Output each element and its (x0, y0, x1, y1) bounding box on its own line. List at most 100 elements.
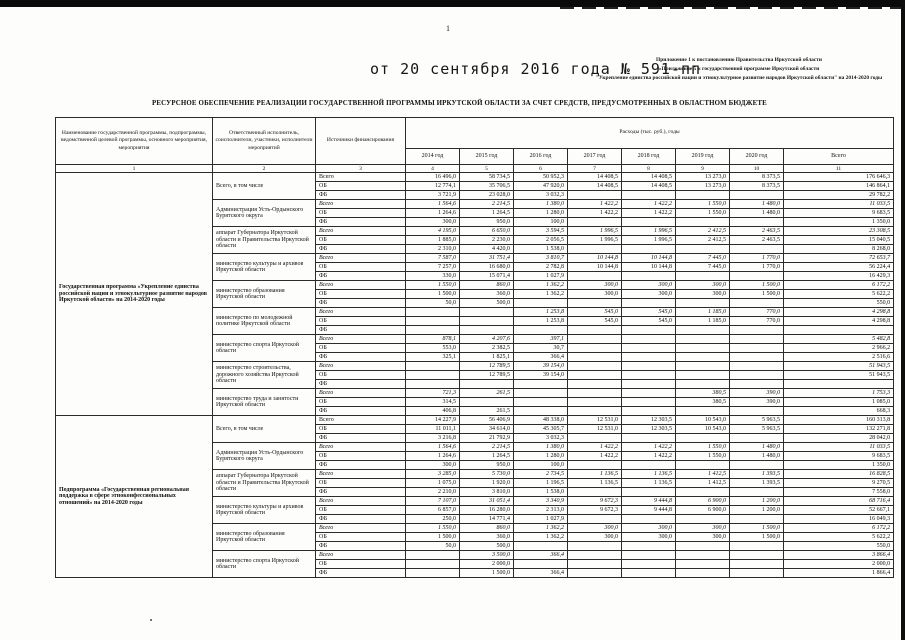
header-executor: Ответственный исполнитель, соисполнители… (212, 117, 316, 165)
value-cell: 3 721,9 (405, 190, 460, 200)
value-cell: 1 350,0 (782, 460, 895, 470)
col-number: 2 (212, 164, 316, 173)
value-cell (729, 190, 784, 200)
value-cell: 860,0 (459, 280, 514, 290)
table-row: ФБ 2 210,0 3 810,0 1 538,0 7 558,0 (56, 487, 895, 497)
executor-cell: Всего, в том числе (212, 172, 316, 200)
value-cell: 1 085,0 (782, 397, 895, 407)
value-cell: 1 280,0 (513, 208, 568, 218)
value-cell (405, 550, 460, 560)
value-cell: 300,0 (675, 532, 730, 542)
value-cell (513, 406, 568, 416)
value-cell: 1 393,5 (729, 478, 784, 488)
value-cell: 50,0 (405, 298, 460, 308)
source-cell: ОБ (315, 289, 406, 299)
table-row: ОБ 7 257,0 16 680,0 2 782,8 10 144,8 10 144,8… (56, 262, 895, 272)
value-cell: 1 136,5 (621, 478, 676, 488)
value-cell (567, 433, 622, 443)
value-cell (567, 343, 622, 353)
value-cell (459, 316, 514, 326)
executor-cell: Всего, в том числе (212, 415, 316, 443)
value-cell: 1 136,5 (567, 478, 622, 488)
value-cell: 9 672,3 (567, 505, 622, 515)
value-cell (459, 397, 514, 407)
value-cell: 1 500,0 (729, 532, 784, 542)
value-cell: 1 770,0 (729, 262, 784, 272)
value-cell (621, 217, 676, 227)
value-cell (675, 541, 730, 551)
value-cell: 8 373,5 (729, 181, 784, 191)
col-number: 5 (459, 164, 514, 173)
value-cell: 1 264,5 (459, 208, 514, 218)
value-cell: 500,0 (459, 298, 514, 308)
value-cell: 2 412,5 (675, 235, 730, 245)
source-cell: Всего (315, 415, 406, 425)
value-cell: 545,0 (621, 316, 676, 326)
source-cell: ФБ (315, 217, 406, 227)
value-cell: 1 280,0 (513, 451, 568, 461)
source-cell: Всего (315, 442, 406, 452)
value-cell: 1 996,5 (621, 235, 676, 245)
col-number: 4 (405, 164, 460, 173)
source-cell: ОБ (315, 505, 406, 515)
value-cell: 4 207,6 (459, 334, 514, 344)
value-cell: 3 810,7 (513, 253, 568, 263)
value-cell: 390,0 (729, 397, 784, 407)
value-cell: 1 825,1 (459, 352, 514, 362)
program-cell: Государственная программа «Укрепление ед… (55, 172, 213, 416)
value-cell: 21 792,9 (459, 433, 514, 443)
value-cell (405, 307, 460, 317)
value-cell: 721,3 (405, 388, 460, 398)
value-cell: 4 420,0 (459, 244, 514, 254)
value-cell: 11 011,1 (405, 424, 460, 434)
value-cell: 9 444,8 (621, 505, 676, 515)
value-cell: 9 683,5 (782, 208, 895, 218)
value-cell (621, 550, 676, 560)
value-cell: 1 185,0 (675, 316, 730, 326)
value-cell: 50 952,3 (513, 172, 568, 182)
value-cell (675, 568, 730, 578)
value-cell (782, 325, 895, 335)
value-cell: 15 040,5 (782, 235, 895, 245)
value-cell: 2 782,8 (513, 262, 568, 272)
value-cell (675, 487, 730, 497)
executor-cell: министерство культуры и архивов Иркутско… (212, 496, 316, 524)
value-cell: 2 000,0 (782, 559, 895, 569)
value-cell: 51 943,5 (782, 370, 895, 380)
value-cell: 1 866,4 (782, 568, 895, 578)
value-cell: 7 445,0 (675, 253, 730, 263)
table-row: министерство спорта Иркутской области Все… (56, 334, 895, 362)
source-cell: ОБ (315, 181, 406, 191)
value-cell (729, 406, 784, 416)
value-cell: 3 216,8 (405, 433, 460, 443)
value-cell: 366,4 (513, 568, 568, 578)
value-cell: 1 500,0 (729, 289, 784, 299)
value-cell (459, 307, 514, 317)
table-row: Администрация Усть-Ордынского Бурятского… (56, 442, 895, 470)
header-program: Наименование государственной программы, … (55, 117, 213, 165)
value-cell: 12 774,1 (405, 181, 460, 191)
value-cell (621, 343, 676, 353)
source-cell: ФБ (315, 514, 406, 524)
value-cell (513, 541, 568, 551)
value-cell: 16 280,0 (459, 505, 514, 515)
value-cell: 9 270,5 (782, 478, 895, 488)
source-cell: ОБ (315, 559, 406, 569)
source-cell: Всего (315, 307, 406, 317)
header-year-2018: 2018 год (621, 148, 676, 165)
source-cell: ФБ (315, 244, 406, 254)
executor-cell: министерство спорта Иркутской области (212, 550, 316, 578)
source-cell: ОБ (315, 451, 406, 461)
value-cell: 545,0 (567, 307, 622, 317)
source-cell: Всего (315, 199, 406, 209)
value-cell: 300,0 (405, 217, 460, 227)
value-cell: 16 049,3 (782, 514, 895, 524)
value-cell: 2 313,0 (513, 505, 568, 515)
value-cell: 14 771,4 (459, 514, 514, 524)
value-cell: 14 408,5 (567, 181, 622, 191)
table-row: Государственная программа «Укрепление ед… (55, 172, 895, 416)
value-cell: 366,4 (513, 550, 568, 560)
value-cell: 300,0 (621, 289, 676, 299)
value-cell (675, 550, 730, 560)
value-cell: 72 653,7 (782, 253, 895, 263)
